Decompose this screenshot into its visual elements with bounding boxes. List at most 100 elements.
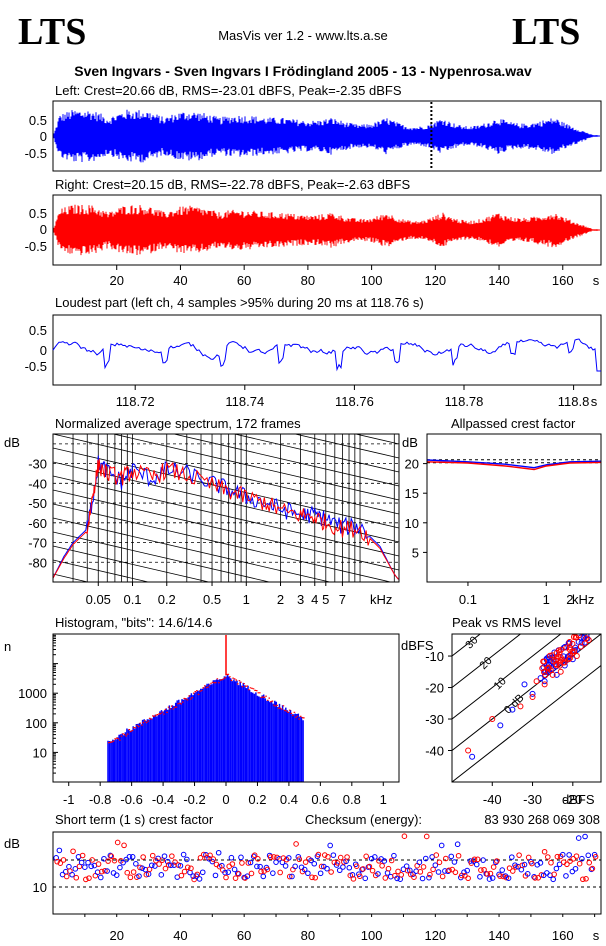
histogram-panel: Histogram, "bits": 14.6/14.6 n 100010010… [4, 615, 400, 807]
right-point [197, 854, 204, 861]
right-point [541, 669, 548, 676]
x-tick-label: 0.6 [311, 792, 329, 807]
right-point [544, 665, 551, 672]
y-tick-label: 10 [405, 516, 419, 531]
right-point [293, 841, 299, 847]
left-point [292, 863, 298, 870]
right-point [169, 853, 175, 859]
slope-line [53, 531, 272, 582]
right-point [57, 860, 64, 866]
right-point [580, 876, 586, 883]
x-tick-label: 20 [109, 928, 123, 943]
left-point [257, 863, 263, 870]
y-tick-label: 1000 [18, 686, 47, 701]
left-point [518, 866, 525, 873]
right-point [315, 851, 322, 858]
x-tick-label: 60 [237, 273, 251, 288]
right-point [449, 866, 456, 873]
y-tick-label: 20 [405, 457, 419, 472]
left-point [88, 863, 95, 870]
left-point [136, 873, 142, 879]
left-point [521, 681, 528, 688]
right-point [570, 856, 577, 862]
loudest-part-frame [52, 314, 602, 386]
right-point [156, 861, 162, 867]
peak-vs-rms-y-label: dBFS [401, 638, 434, 653]
left-point [469, 753, 476, 760]
right-point [559, 656, 566, 663]
left-point [553, 865, 560, 872]
left-point [499, 867, 506, 873]
left-point [454, 841, 461, 848]
right-point [83, 876, 89, 883]
y-tick-label: 0 [40, 343, 47, 358]
left-point [509, 706, 516, 713]
short-term-crest-y-label: dB [4, 836, 20, 851]
slope-line [53, 503, 393, 582]
right-point [388, 857, 395, 864]
right-point [474, 856, 481, 863]
right-point [277, 869, 283, 876]
right-point [89, 857, 95, 863]
left-point [505, 875, 512, 881]
left-point [410, 871, 416, 877]
right-point [541, 848, 548, 855]
crest-diagonal [452, 634, 482, 657]
right-point [162, 865, 169, 872]
right-point [433, 852, 440, 858]
right-point [318, 863, 325, 870]
right-point [420, 864, 427, 870]
right-point [114, 839, 121, 846]
left-point [69, 871, 75, 878]
x-tick-label: 0.5 [203, 592, 221, 607]
crest-right-line [426, 461, 602, 471]
left-point [346, 864, 353, 871]
right-point [544, 854, 551, 860]
right-point [566, 644, 573, 651]
right-point [516, 852, 522, 858]
x-tick-label: -0.8 [89, 792, 111, 807]
left-point [101, 855, 107, 862]
right-point [366, 863, 373, 870]
right-point [549, 652, 556, 659]
right-point [286, 873, 293, 880]
right-point [478, 867, 484, 873]
y-tick-label: 0.5 [29, 323, 47, 338]
track-title: Sven Ingvars - Sven Ingvars I Frödinglan… [74, 63, 532, 79]
x-tick-label: 0.2 [158, 592, 176, 607]
left-point [497, 722, 504, 729]
left-point [327, 842, 333, 849]
right-point [513, 864, 519, 870]
right-point [517, 703, 524, 710]
allpassed-crest-panel: Allpassed crest factor dB 20 15 10 5 0.1 1 2 k… [402, 416, 602, 607]
right-point [337, 854, 344, 861]
spectrum-left-line [53, 455, 399, 580]
left-point [260, 873, 267, 880]
left-point [161, 853, 168, 859]
left-point [289, 873, 295, 880]
right-point [245, 860, 252, 866]
right-point [538, 872, 545, 878]
x-tick-label: 3 [297, 592, 304, 607]
right-point [334, 860, 341, 866]
left-point [426, 874, 432, 881]
right-point [248, 870, 255, 877]
left-point [250, 853, 257, 860]
left-point [575, 835, 582, 841]
right-point [500, 873, 506, 880]
allpassed-crest-frame [426, 433, 602, 583]
histogram-plot: 1000 100 10 -1 -0.8 -0.6 -0.4 -0.2 0 0.2 0.4 0.6 0.8… [18, 634, 387, 807]
y-tick-label: 100 [25, 716, 47, 731]
left-point [117, 864, 123, 871]
right-point [576, 860, 583, 867]
left-point [583, 634, 590, 638]
short-term-crest-panel: Short term (1 s) crest factor Checksum (… [4, 812, 602, 943]
right-point [172, 859, 178, 865]
left-point [422, 855, 429, 862]
left-point [199, 869, 206, 876]
x-tick-label: 0 [222, 792, 229, 807]
left-point [477, 873, 483, 880]
right-point [529, 860, 535, 867]
